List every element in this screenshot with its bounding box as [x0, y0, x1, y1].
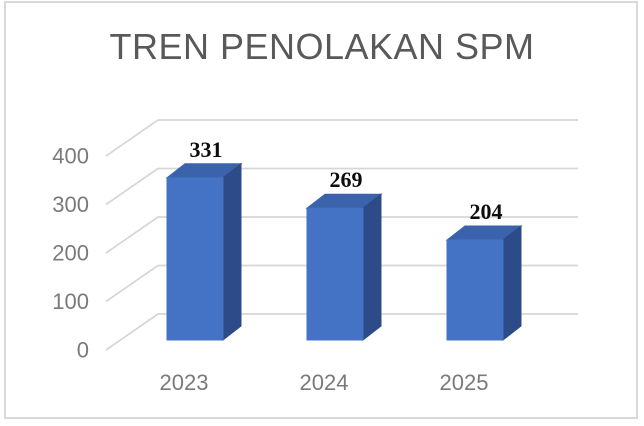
tick-connector-0 [105, 313, 159, 351]
x-axis-label-2024: 2024 [300, 370, 349, 395]
y-axis-label-0: 0 [77, 337, 89, 362]
bar-2023 [165, 162, 243, 342]
bar-2025 [445, 225, 523, 342]
y-axis-label-100: 100 [52, 289, 89, 314]
bar-front-face [166, 177, 224, 341]
tick-connector-100 [105, 264, 159, 303]
y-axis-label-400: 400 [52, 143, 89, 168]
data-label-2023: 331 [190, 137, 223, 162]
chart-title: TREN PENOLAKAN SPM [109, 26, 535, 67]
x-axis-label-2023: 2023 [160, 370, 209, 395]
y-axis-label-200: 200 [52, 240, 89, 265]
bar-side-face [222, 162, 242, 342]
bar-2024 [305, 193, 383, 342]
data-label-2025: 204 [470, 199, 503, 224]
data-label-2024: 269 [330, 167, 363, 192]
bar-side-face [502, 225, 522, 342]
tick-connector-400 [105, 119, 159, 157]
bar-front-face [446, 239, 504, 341]
y-axis-label-300: 300 [52, 192, 89, 217]
tick-connector-200 [105, 216, 159, 254]
bar-front-face [306, 207, 364, 341]
tick-connector-300 [105, 167, 159, 206]
bar-side-face [362, 193, 382, 342]
x-axis-label-2025: 2025 [440, 370, 489, 395]
